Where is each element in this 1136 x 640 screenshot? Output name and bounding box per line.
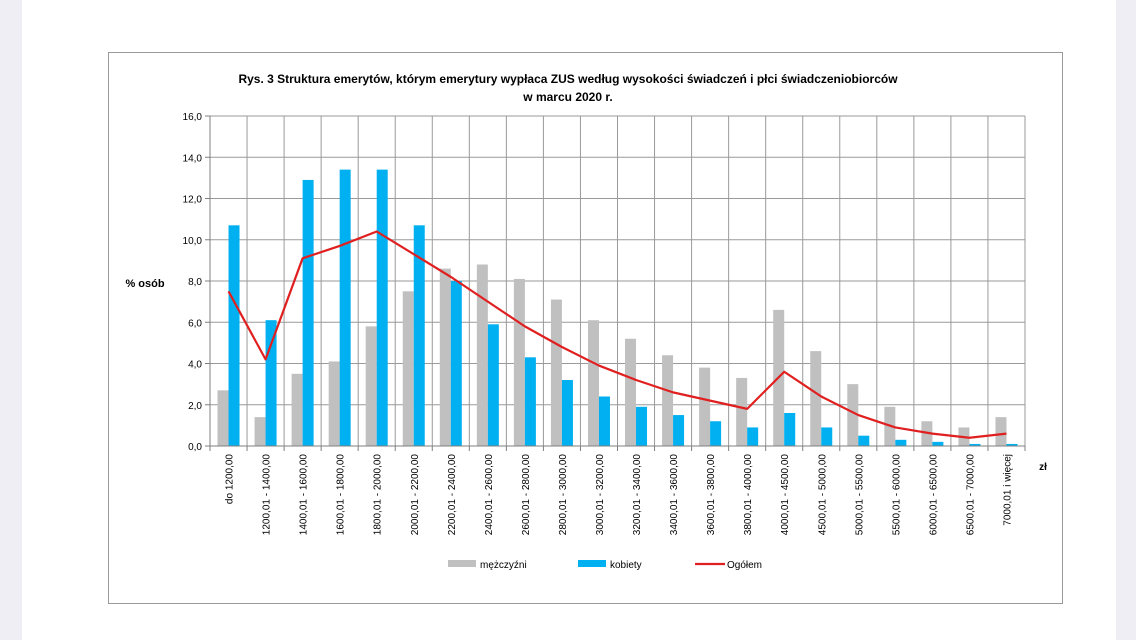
bar-women [450, 281, 462, 446]
x-tick-label: 1600,01 - 1800,00 [336, 454, 347, 536]
bar-women [969, 443, 981, 446]
x-tick-label: 2000,01 - 2200,00 [410, 454, 421, 536]
x-tick-label: 2200,01 - 2400,00 [447, 454, 458, 536]
bar-men [587, 320, 599, 446]
legend: mężczyźni kobiety Ogółem [448, 560, 762, 571]
bar-men [365, 326, 377, 446]
y-axis-label: % osób [125, 278, 164, 290]
bar-men [439, 268, 451, 446]
x-tick-label: 2600,01 - 2800,00 [521, 454, 532, 536]
x-axis-unit-label: zł [1039, 462, 1047, 473]
bar-men [699, 367, 711, 446]
bar-women [1006, 443, 1018, 446]
y-tick-label: 8,0 [188, 277, 202, 288]
bar-men [217, 390, 229, 446]
x-tick-label: 2400,01 - 2600,00 [484, 454, 495, 536]
x-tick-label: 5500,01 - 6000,00 [891, 454, 902, 536]
bar-women [673, 415, 685, 446]
bar-women [747, 427, 759, 446]
x-tick-label: 3600,01 - 3800,00 [706, 454, 717, 536]
bar-women [784, 413, 796, 446]
x-tick-label: do 1200,00 [225, 454, 236, 504]
bar-men [736, 377, 748, 446]
bar-women [487, 324, 499, 446]
bar-women [339, 169, 351, 446]
line-series [227, 230, 1007, 439]
bar-men [328, 361, 340, 446]
x-tick-label: 1200,01 - 1400,00 [262, 454, 273, 536]
bar-women [413, 225, 425, 446]
bar-women [821, 427, 833, 446]
bar-men [291, 373, 303, 446]
bar-men [662, 355, 674, 446]
chart-title: Rys. 3 Struktura emerytów, którym emeryt… [238, 72, 898, 86]
bar-women [710, 421, 722, 446]
bar-men [847, 384, 859, 446]
bar-men [995, 417, 1007, 446]
bar-men [476, 264, 488, 446]
bar-men [513, 278, 525, 446]
y-tick-labels: 0,0 2,0 4,0 6,0 8,0 10,0 12,0 14,0 16,0 [183, 112, 203, 453]
bar-women [524, 357, 536, 446]
legend-women-swatch [578, 560, 606, 567]
x-tick-label: 1400,01 - 1600,00 [299, 454, 310, 536]
y-tick-label: 14,0 [183, 153, 203, 164]
x-tick-label: 4000,01 - 4500,00 [780, 454, 791, 536]
line-total [227, 230, 1007, 439]
legend-women-label: kobiety [610, 560, 642, 571]
y-tick-label: 6,0 [188, 318, 202, 329]
bar-women [228, 225, 240, 446]
x-tick-label: 6500,01 - 7000,00 [965, 454, 976, 536]
bar-women [265, 320, 277, 446]
x-tick-label: 7000,01 i więcej [1002, 454, 1013, 526]
x-tick-label: 6000,01 - 6500,00 [928, 454, 939, 536]
legend-men-label: mężczyźni [480, 560, 527, 571]
x-tick-labels: do 1200,00 1200,01 - 1400,00 1400,01 - 160… [225, 454, 1014, 536]
bar-women [376, 169, 388, 446]
bar-women [302, 179, 314, 446]
x-tick-label: 1800,01 - 2000,00 [373, 454, 384, 536]
y-tick-label: 16,0 [183, 112, 203, 123]
x-tick-label: 5000,01 - 5500,00 [854, 454, 865, 536]
x-tick-label: 3800,01 - 4000,00 [743, 454, 754, 536]
bar-women [636, 406, 648, 446]
x-tick-label: 2800,01 - 3000,00 [558, 454, 569, 536]
bar-men [810, 351, 822, 446]
x-tick-label: 3000,01 - 3200,00 [595, 454, 606, 536]
bar-men [254, 417, 266, 446]
y-tick-label: 10,0 [183, 236, 203, 247]
legend-men-swatch [448, 560, 476, 567]
y-tick-label: 0,0 [188, 442, 202, 453]
x-tick-label: 3400,01 - 3600,00 [669, 454, 680, 536]
y-tick-label: 2,0 [188, 401, 202, 412]
bar-men [625, 338, 637, 446]
x-tick-label: 3200,01 - 3400,00 [632, 454, 643, 536]
bar-men [550, 299, 562, 446]
bar-series [217, 169, 1018, 446]
bar-men [402, 291, 414, 446]
chart-subtitle: w marcu 2020 r. [523, 90, 613, 104]
axes [205, 115, 1026, 451]
y-tick-label: 12,0 [183, 195, 203, 206]
bar-women [858, 435, 870, 446]
bar-women [561, 380, 573, 446]
bar-women [598, 396, 610, 446]
legend-total-label: Ogółem [727, 560, 762, 571]
y-tick-label: 4,0 [188, 360, 202, 371]
bar-women [895, 439, 907, 446]
bar-women [932, 441, 944, 446]
x-tick-label: 4500,01 - 5000,00 [817, 454, 828, 536]
